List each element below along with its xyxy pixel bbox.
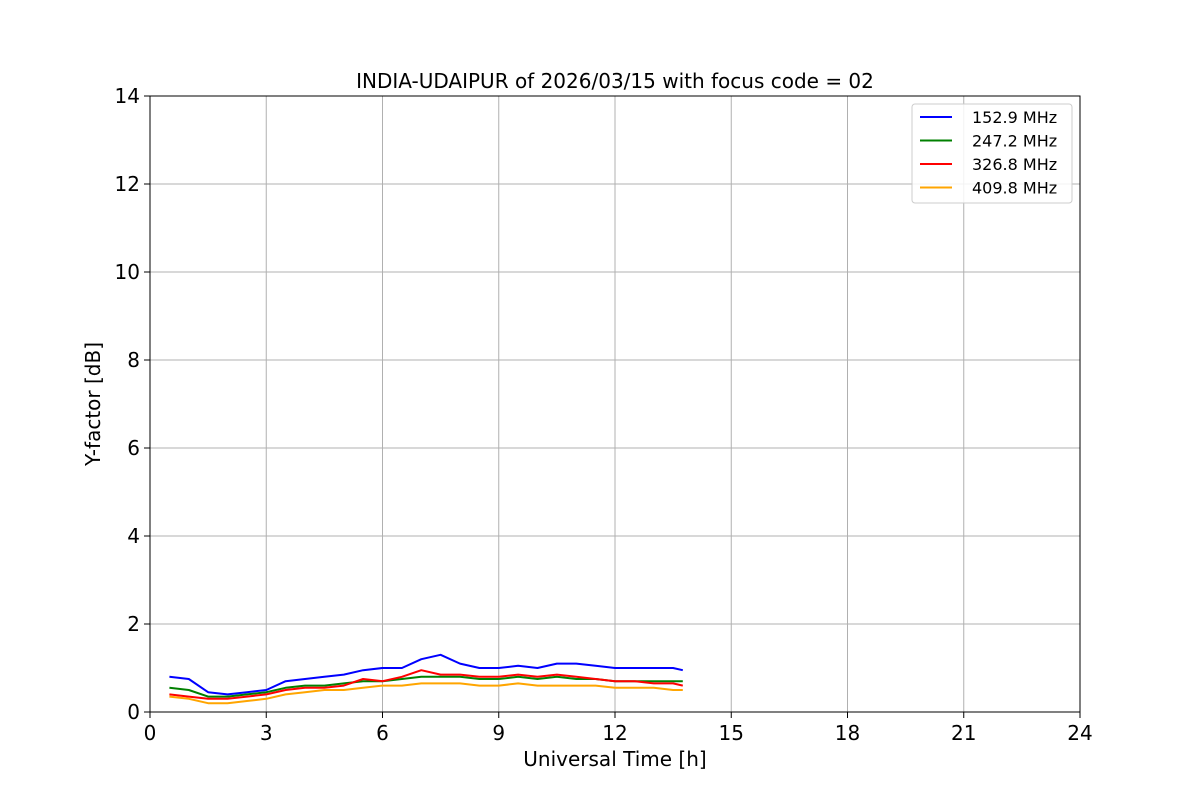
legend-box [911,103,1073,204]
y-tick-label: 10 [115,260,140,284]
legend-label: 326.8 MHz [972,155,1057,174]
legend-label: 409.8 MHz [972,179,1057,198]
x-tick-label: 18 [835,721,860,745]
y-tick-label: 12 [115,172,140,196]
y-tick-label: 4 [127,524,140,548]
y-tick-label: 8 [127,348,140,372]
x-tick-label: 3 [260,721,273,745]
x-tick-label: 0 [144,721,157,745]
y-tick-label: 14 [115,84,140,108]
y-tick-label: 0 [127,700,140,724]
x-tick-label: 15 [719,721,744,745]
y-tick-label: 6 [127,436,140,460]
series-line-3 [169,669,684,700]
legend-label: 247.2 MHz [972,132,1057,151]
series-layer [169,653,684,705]
y-axis-label: Y-factor [dB] [81,342,105,467]
y-tick-label: 2 [127,612,140,636]
x-tick-label: 24 [1067,721,1092,745]
x-axis-label: Universal Time [h] [523,747,706,771]
series-line-1 [169,653,684,696]
x-tick-label: 12 [602,721,627,745]
legend-label: 152.9 MHz [972,108,1057,127]
x-tick-label: 21 [951,721,976,745]
chart-title: INDIA-UDAIPUR of 2026/03/15 with focus c… [356,69,874,93]
x-tick-label: 6 [376,721,389,745]
legend: 152.9 MHz 247.2 MHz 326.8 MHz 409.8 MHz [911,103,1073,204]
series-line-4 [169,682,683,705]
x-tick-label: 9 [492,721,505,745]
